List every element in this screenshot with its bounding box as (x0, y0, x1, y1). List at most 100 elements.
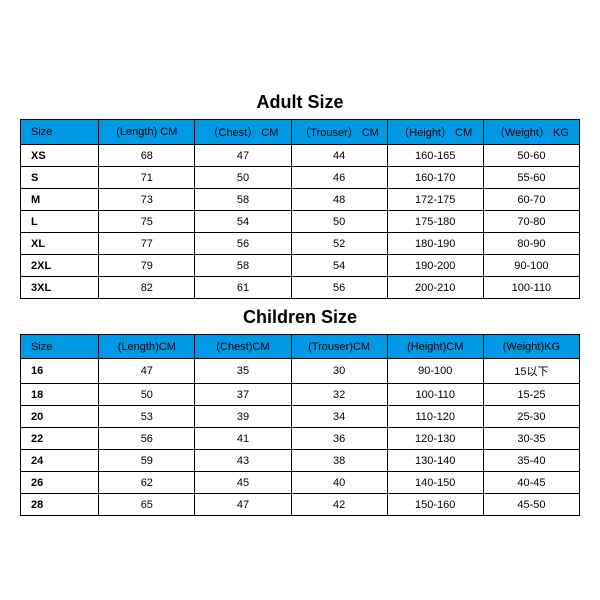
table-row: 26624540140-15040-45 (21, 472, 580, 494)
cell: 38 (291, 450, 387, 472)
cell: 180-190 (387, 233, 483, 255)
cell: 160-170 (387, 167, 483, 189)
col-weight: （Weight） KG (483, 120, 579, 145)
cell: 56 (291, 277, 387, 299)
cell: 190-200 (387, 255, 483, 277)
children-title: Children Size (20, 299, 580, 334)
cell: 44 (291, 145, 387, 167)
cell: 80-90 (483, 233, 579, 255)
cell: 160-165 (387, 145, 483, 167)
cell: 53 (99, 406, 195, 428)
table-row: S715046160-17055-60 (21, 167, 580, 189)
cell-size: 18 (21, 384, 99, 406)
cell: 150-160 (387, 494, 483, 516)
children-body: 1647353090-10015以下 18503732100-11015-25 … (21, 359, 580, 516)
cell: 56 (195, 233, 291, 255)
adult-header-row: Size (Length) CM （Chest） CM （Trouser） CM… (21, 120, 580, 145)
cell: 56 (99, 428, 195, 450)
table-row: XL775652180-19080-90 (21, 233, 580, 255)
cell: 58 (195, 255, 291, 277)
cell: 62 (99, 472, 195, 494)
cell-size: XS (21, 145, 99, 167)
cell: 58 (195, 189, 291, 211)
cell-size: 22 (21, 428, 99, 450)
col-chest: (Chest)CM (195, 335, 291, 359)
cell-size: 16 (21, 359, 99, 384)
col-size: Size (21, 120, 99, 145)
cell: 50 (195, 167, 291, 189)
col-trouser: （Trouser） CM (291, 120, 387, 145)
table-row: 28654742150-16045-50 (21, 494, 580, 516)
cell: 41 (195, 428, 291, 450)
cell: 42 (291, 494, 387, 516)
cell: 52 (291, 233, 387, 255)
cell: 172-175 (387, 189, 483, 211)
cell: 47 (195, 494, 291, 516)
cell: 130-140 (387, 450, 483, 472)
size-chart-container: Adult Size Size (Length) CM （Chest） CM （… (20, 84, 580, 516)
cell-size: XL (21, 233, 99, 255)
cell: 50 (291, 211, 387, 233)
cell: 59 (99, 450, 195, 472)
cell: 34 (291, 406, 387, 428)
table-row: 1647353090-10015以下 (21, 359, 580, 384)
col-chest: （Chest） CM (195, 120, 291, 145)
col-length: (Length)CM (99, 335, 195, 359)
cell: 71 (99, 167, 195, 189)
adult-body: XS684744160-16550-60 S715046160-17055-60… (21, 145, 580, 299)
children-size-table: Size (Length)CM (Chest)CM (Trouser)CM (H… (20, 334, 580, 516)
cell: 39 (195, 406, 291, 428)
cell-size: 24 (21, 450, 99, 472)
cell: 15以下 (483, 359, 579, 384)
table-row: L755450175-18070-80 (21, 211, 580, 233)
children-header-row: Size (Length)CM (Chest)CM (Trouser)CM (H… (21, 335, 580, 359)
cell: 45-50 (483, 494, 579, 516)
cell: 90-100 (483, 255, 579, 277)
cell: 45 (195, 472, 291, 494)
cell: 75 (99, 211, 195, 233)
col-size: Size (21, 335, 99, 359)
cell: 100-110 (387, 384, 483, 406)
cell: 40 (291, 472, 387, 494)
cell: 65 (99, 494, 195, 516)
cell-size: 28 (21, 494, 99, 516)
cell-size: S (21, 167, 99, 189)
table-row: 24594338130-14035-40 (21, 450, 580, 472)
col-height: （Height） CM (387, 120, 483, 145)
cell: 46 (291, 167, 387, 189)
cell: 55-60 (483, 167, 579, 189)
cell: 35 (195, 359, 291, 384)
col-height: (Height)CM (387, 335, 483, 359)
cell: 140-150 (387, 472, 483, 494)
cell: 79 (99, 255, 195, 277)
cell: 32 (291, 384, 387, 406)
table-row: 18503732100-11015-25 (21, 384, 580, 406)
cell: 48 (291, 189, 387, 211)
cell: 36 (291, 428, 387, 450)
cell: 73 (99, 189, 195, 211)
cell: 54 (291, 255, 387, 277)
cell: 25-30 (483, 406, 579, 428)
table-row: XS684744160-16550-60 (21, 145, 580, 167)
table-row: 3XL826156200-210100-110 (21, 277, 580, 299)
table-row: 22564136120-13030-35 (21, 428, 580, 450)
cell: 50 (99, 384, 195, 406)
cell: 60-70 (483, 189, 579, 211)
cell: 47 (99, 359, 195, 384)
cell: 30-35 (483, 428, 579, 450)
cell: 68 (99, 145, 195, 167)
col-trouser: (Trouser)CM (291, 335, 387, 359)
cell-size: 2XL (21, 255, 99, 277)
cell: 54 (195, 211, 291, 233)
table-row: 20533934110-12025-30 (21, 406, 580, 428)
cell: 90-100 (387, 359, 483, 384)
col-length: (Length) CM (99, 120, 195, 145)
cell: 37 (195, 384, 291, 406)
cell: 47 (195, 145, 291, 167)
col-weight: (Weight)KG (483, 335, 579, 359)
cell: 110-120 (387, 406, 483, 428)
cell: 61 (195, 277, 291, 299)
adult-title: Adult Size (20, 84, 580, 119)
cell-size: 20 (21, 406, 99, 428)
cell: 70-80 (483, 211, 579, 233)
